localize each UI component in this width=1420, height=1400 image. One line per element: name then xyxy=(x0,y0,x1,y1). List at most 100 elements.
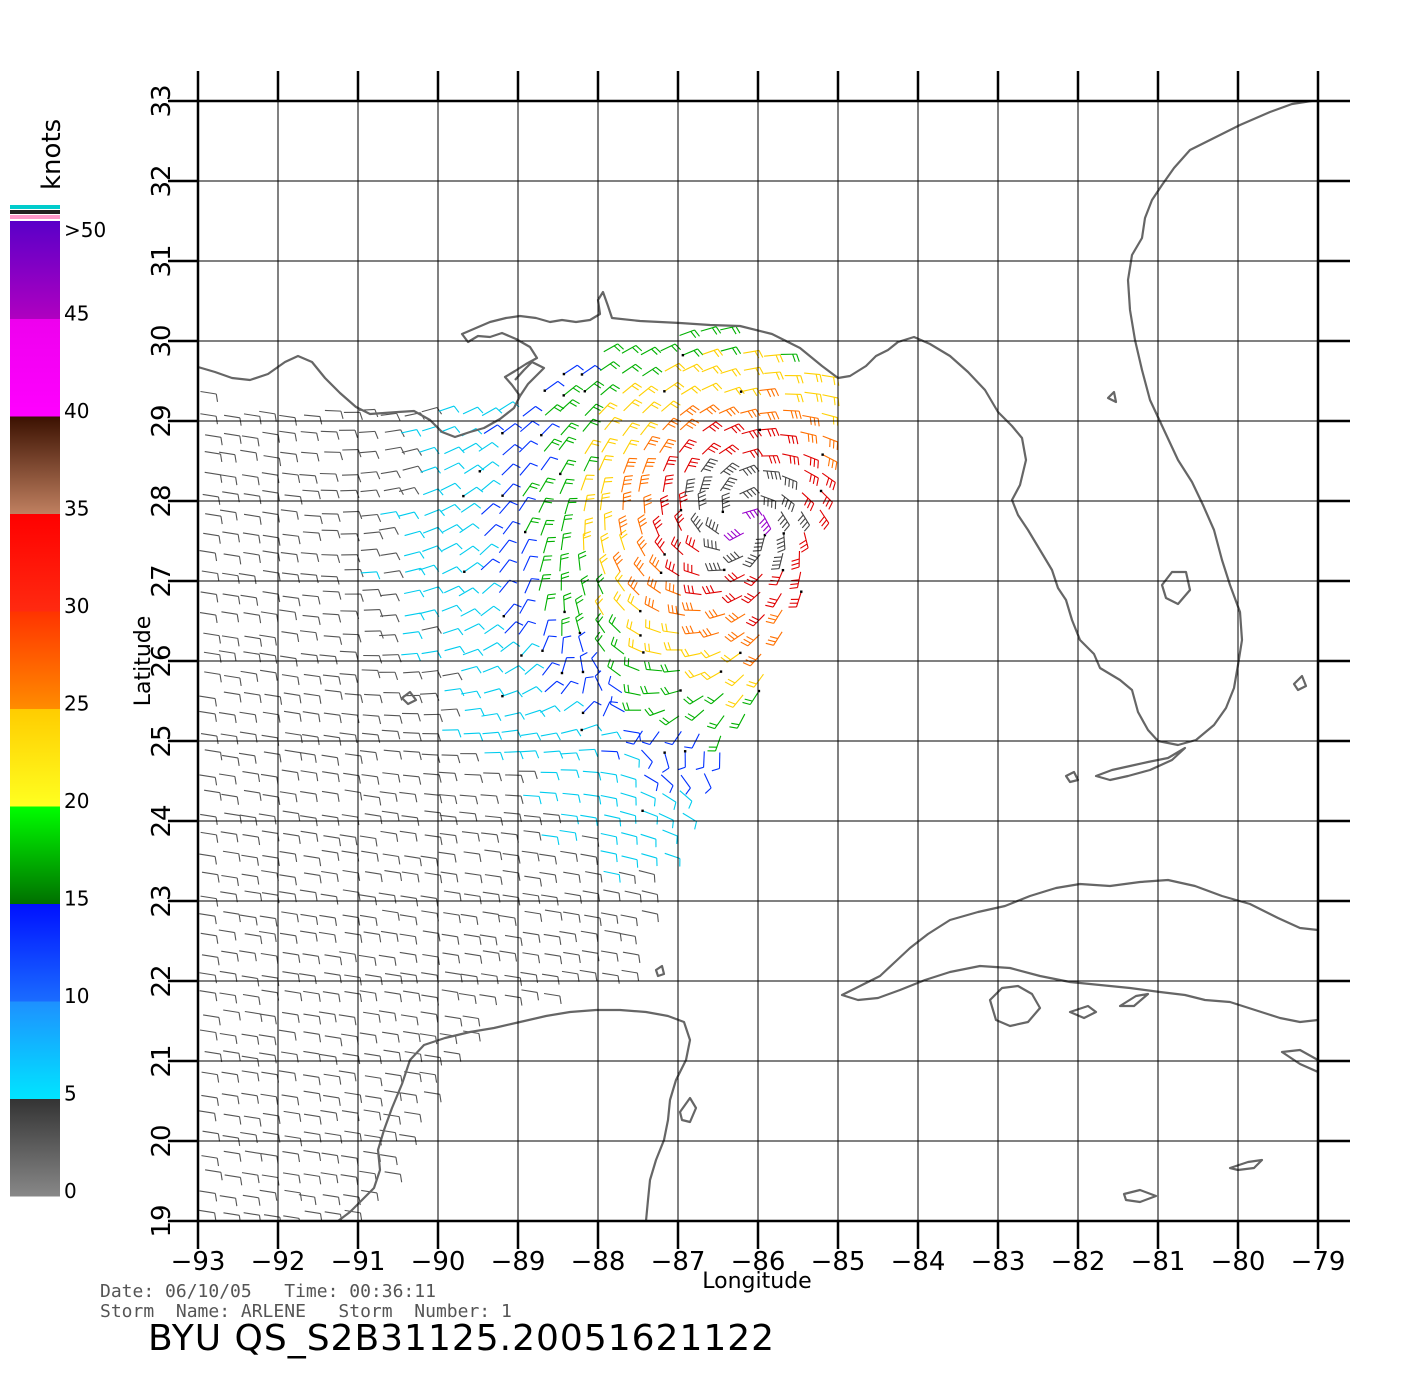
colorbar-band-35-40 xyxy=(10,416,60,514)
wind-barb xyxy=(582,890,601,902)
wind-barb xyxy=(259,930,277,942)
wind-barb xyxy=(424,834,443,846)
wind-barb xyxy=(241,474,260,486)
wind-barb xyxy=(260,1093,279,1105)
wind-barb xyxy=(645,619,661,634)
wind-barb xyxy=(321,814,340,826)
wind-barb xyxy=(239,814,258,826)
wind-barb xyxy=(721,492,731,514)
wind-barb xyxy=(240,449,258,461)
wind-barb xyxy=(723,423,745,434)
wind-barb xyxy=(627,576,640,596)
wind-barb xyxy=(421,406,443,415)
wind-barb xyxy=(224,812,242,824)
wind-barb xyxy=(612,551,623,573)
wind-barb xyxy=(801,492,815,512)
wind-barb xyxy=(339,951,357,963)
wind-barb xyxy=(219,992,238,1004)
wind-barb xyxy=(575,612,584,635)
wind-barb xyxy=(463,732,484,741)
wind-barb xyxy=(460,608,481,617)
wind-barb xyxy=(420,895,439,907)
wind-barb xyxy=(244,1150,263,1162)
wind-barb xyxy=(644,596,660,612)
wind-barb xyxy=(383,714,403,724)
wind-barb xyxy=(560,850,578,862)
wind-barb xyxy=(682,812,698,830)
wind-barb xyxy=(602,972,620,984)
wind-barb xyxy=(401,815,420,826)
wind-barb xyxy=(721,593,743,604)
wind-barb xyxy=(363,531,384,540)
wind-barb xyxy=(262,431,280,443)
wind-barb xyxy=(322,674,342,685)
lon-tick-label: −86 xyxy=(731,1247,786,1277)
colorbar-label: 20 xyxy=(64,789,89,813)
wind-barb xyxy=(579,969,598,981)
wind-barb xyxy=(378,954,397,966)
wind-barb xyxy=(519,750,540,759)
wind-barb xyxy=(284,1135,303,1147)
wind-barb xyxy=(579,652,588,674)
wind-barb xyxy=(483,772,502,782)
wind-barb xyxy=(777,511,790,532)
wind-barb xyxy=(339,673,358,683)
wind-barb xyxy=(344,568,364,578)
wind-barb xyxy=(580,853,598,866)
wind-barb xyxy=(262,534,281,546)
wind-barb xyxy=(462,1015,481,1027)
wind-barb xyxy=(500,641,521,652)
wind-barb xyxy=(440,503,461,513)
wind-barb xyxy=(422,733,442,742)
wind-barb xyxy=(701,365,723,374)
wind-barb xyxy=(319,472,339,482)
wind-barb xyxy=(609,696,625,713)
wind-barb xyxy=(538,497,554,513)
wind-barb xyxy=(459,523,480,534)
colorbar-band-0-5 xyxy=(10,1098,60,1197)
wind-barb xyxy=(262,854,280,867)
wind-barb xyxy=(282,1011,300,1023)
wind-barb xyxy=(320,1110,339,1122)
wind-barb xyxy=(504,934,523,946)
wind-barb xyxy=(781,475,798,490)
wind-barb xyxy=(662,474,674,493)
wind-barb xyxy=(441,933,460,945)
wind-barb xyxy=(422,545,443,553)
wind-barb xyxy=(701,382,723,392)
wind-barb xyxy=(704,562,726,572)
wind-barb xyxy=(560,769,580,779)
wind-barb xyxy=(628,637,645,654)
lon-tick-label: −83 xyxy=(971,1247,1026,1277)
wind-barb xyxy=(398,486,420,495)
wind-barb xyxy=(320,489,340,499)
wind-barb xyxy=(561,616,570,636)
wind-barb xyxy=(303,872,322,884)
wind-barb xyxy=(742,689,761,706)
wind-barb xyxy=(241,873,260,885)
wind-barb xyxy=(484,624,505,635)
wind-barb xyxy=(543,438,563,452)
wind-barb xyxy=(303,855,322,867)
wind-barb xyxy=(683,562,700,576)
wind-barb xyxy=(339,732,358,743)
wind-barb xyxy=(563,700,584,712)
wind-barb xyxy=(464,773,484,783)
wind-barb xyxy=(342,889,361,901)
wind-barb xyxy=(560,752,581,761)
wind-barb xyxy=(542,662,560,676)
wind-barb xyxy=(203,1014,221,1026)
wind-barb xyxy=(400,1014,419,1026)
wind-barb xyxy=(200,390,219,402)
wind-barb xyxy=(619,529,628,551)
wind-barb xyxy=(363,794,382,806)
wind-barb xyxy=(244,635,263,647)
wind-barb xyxy=(260,773,279,785)
wind-barb xyxy=(680,648,701,658)
wind-barb xyxy=(379,671,399,681)
island-cuba-keys-2 xyxy=(1118,992,1150,1008)
wind-barb xyxy=(600,950,619,962)
wind-barb xyxy=(614,571,625,592)
wind-barb xyxy=(580,930,599,942)
wind-barb xyxy=(323,734,342,746)
